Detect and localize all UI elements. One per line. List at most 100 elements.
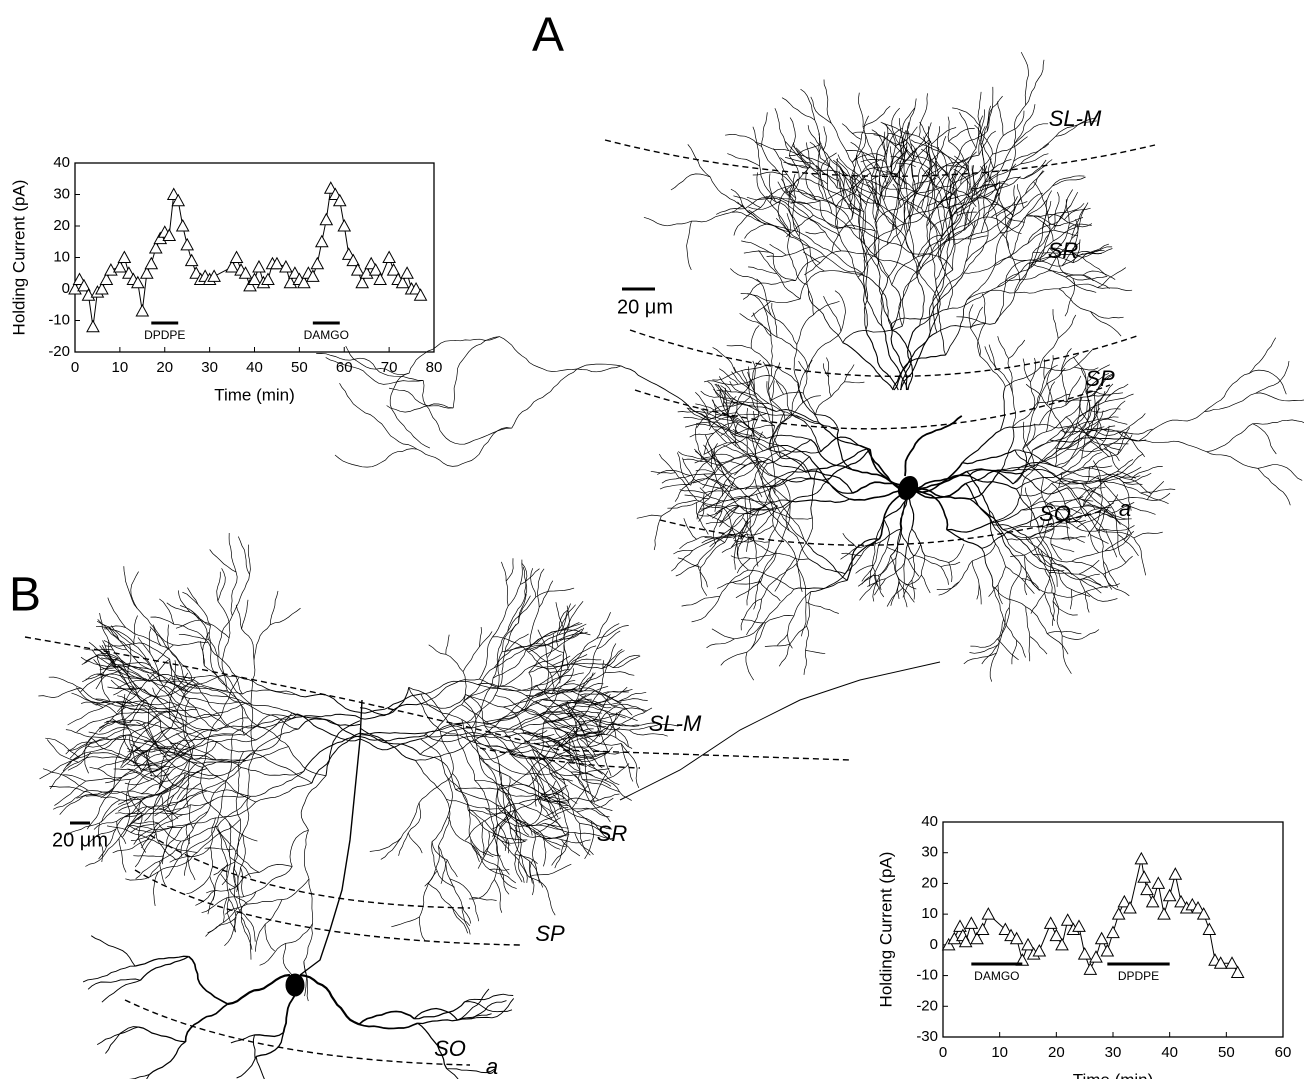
triangle-marker	[1196, 907, 1211, 920]
dendrite	[467, 809, 489, 832]
dendrite	[858, 92, 864, 128]
triangle-marker	[981, 907, 996, 920]
dendrite	[254, 1032, 284, 1038]
dendrite	[236, 1056, 257, 1079]
y-tick-label: 30	[921, 844, 938, 861]
dendrite	[535, 832, 561, 850]
dendrite	[1058, 189, 1073, 222]
dendrite	[741, 370, 750, 389]
dendrite	[1058, 288, 1091, 312]
dendrite	[751, 435, 759, 460]
dendrite	[149, 1041, 186, 1075]
dendrite	[711, 466, 723, 490]
dendrite	[1016, 639, 1026, 658]
dendrite	[492, 636, 529, 653]
dendrite	[737, 533, 747, 558]
dendrite	[1124, 505, 1130, 540]
dendrite	[1085, 364, 1110, 383]
dendrite	[196, 752, 255, 764]
dendrite	[1087, 513, 1105, 532]
dendrite	[612, 654, 640, 668]
dendrite	[712, 347, 737, 373]
dendrite	[621, 722, 661, 727]
y-axis-label: Holding Current (pA)	[9, 180, 28, 336]
y-tick-label: -10	[48, 311, 70, 328]
dendrite	[957, 197, 975, 229]
dendrite	[299, 973, 360, 1026]
dendrite	[494, 694, 540, 716]
dendrite	[168, 684, 176, 720]
dendrite	[580, 724, 630, 731]
dendrite	[730, 461, 746, 466]
dendrite	[234, 833, 243, 863]
dendrite	[1094, 471, 1118, 482]
dendrite	[1086, 410, 1104, 436]
dendrite	[538, 580, 554, 608]
dendrite	[475, 712, 511, 740]
dendrite	[747, 452, 776, 494]
dendrite	[609, 724, 629, 747]
dendrite	[255, 866, 293, 892]
dendrite	[544, 822, 569, 829]
dendrite	[451, 695, 496, 727]
dendrite	[1104, 531, 1135, 552]
dendrite	[245, 702, 299, 730]
dendrite	[170, 718, 206, 739]
dendrite	[209, 846, 213, 877]
dendrite	[1081, 475, 1116, 484]
dendrite	[842, 342, 894, 391]
dendrite	[576, 797, 614, 813]
dendrite	[551, 689, 581, 695]
dendrite	[696, 409, 715, 428]
dendrite	[873, 574, 885, 598]
dendrite	[465, 694, 504, 708]
dendrite	[1051, 558, 1080, 580]
dendrite	[1021, 578, 1039, 588]
dendrite	[528, 651, 551, 673]
dendrite	[125, 627, 162, 646]
dendrite	[561, 629, 591, 636]
dendrite	[134, 832, 157, 868]
dendrite	[786, 174, 817, 201]
dendrite	[969, 498, 1004, 530]
dendrite	[133, 615, 138, 645]
dendrite	[529, 860, 544, 888]
dendrite	[539, 752, 564, 779]
dendrite	[178, 633, 209, 640]
dendrite	[618, 698, 648, 702]
dendrite	[500, 784, 511, 829]
dendrite	[501, 643, 537, 653]
dendrite	[504, 633, 529, 653]
dendrite	[770, 411, 785, 450]
dendrite	[1118, 428, 1153, 435]
dendrite	[359, 735, 424, 742]
dendrite	[498, 763, 537, 775]
dendrite	[536, 663, 575, 686]
dendrite	[1044, 364, 1058, 380]
dendrite	[736, 386, 749, 413]
dendrite	[85, 838, 120, 867]
dendrite	[137, 771, 169, 791]
dendrite	[1131, 466, 1163, 480]
dendrite	[186, 783, 190, 809]
dendrite	[1027, 220, 1059, 244]
dendrite	[189, 767, 242, 797]
dendrite	[126, 649, 150, 670]
y-tick-label: -20	[48, 343, 70, 360]
dendrite	[596, 630, 621, 650]
dendrite	[947, 116, 950, 142]
dendrite	[118, 800, 141, 812]
dendrite	[909, 185, 915, 220]
triangle-marker	[175, 218, 190, 232]
dendrite	[472, 845, 499, 868]
dendrite	[1087, 374, 1114, 398]
dendrite	[891, 329, 912, 391]
dendrite	[770, 449, 776, 494]
dendrite	[126, 727, 151, 758]
dendrite	[102, 640, 117, 668]
dendrite	[985, 177, 1024, 190]
dendrite	[1060, 429, 1083, 469]
dendrite	[609, 723, 640, 727]
dendrite	[150, 726, 173, 749]
dendrite	[962, 449, 1016, 465]
